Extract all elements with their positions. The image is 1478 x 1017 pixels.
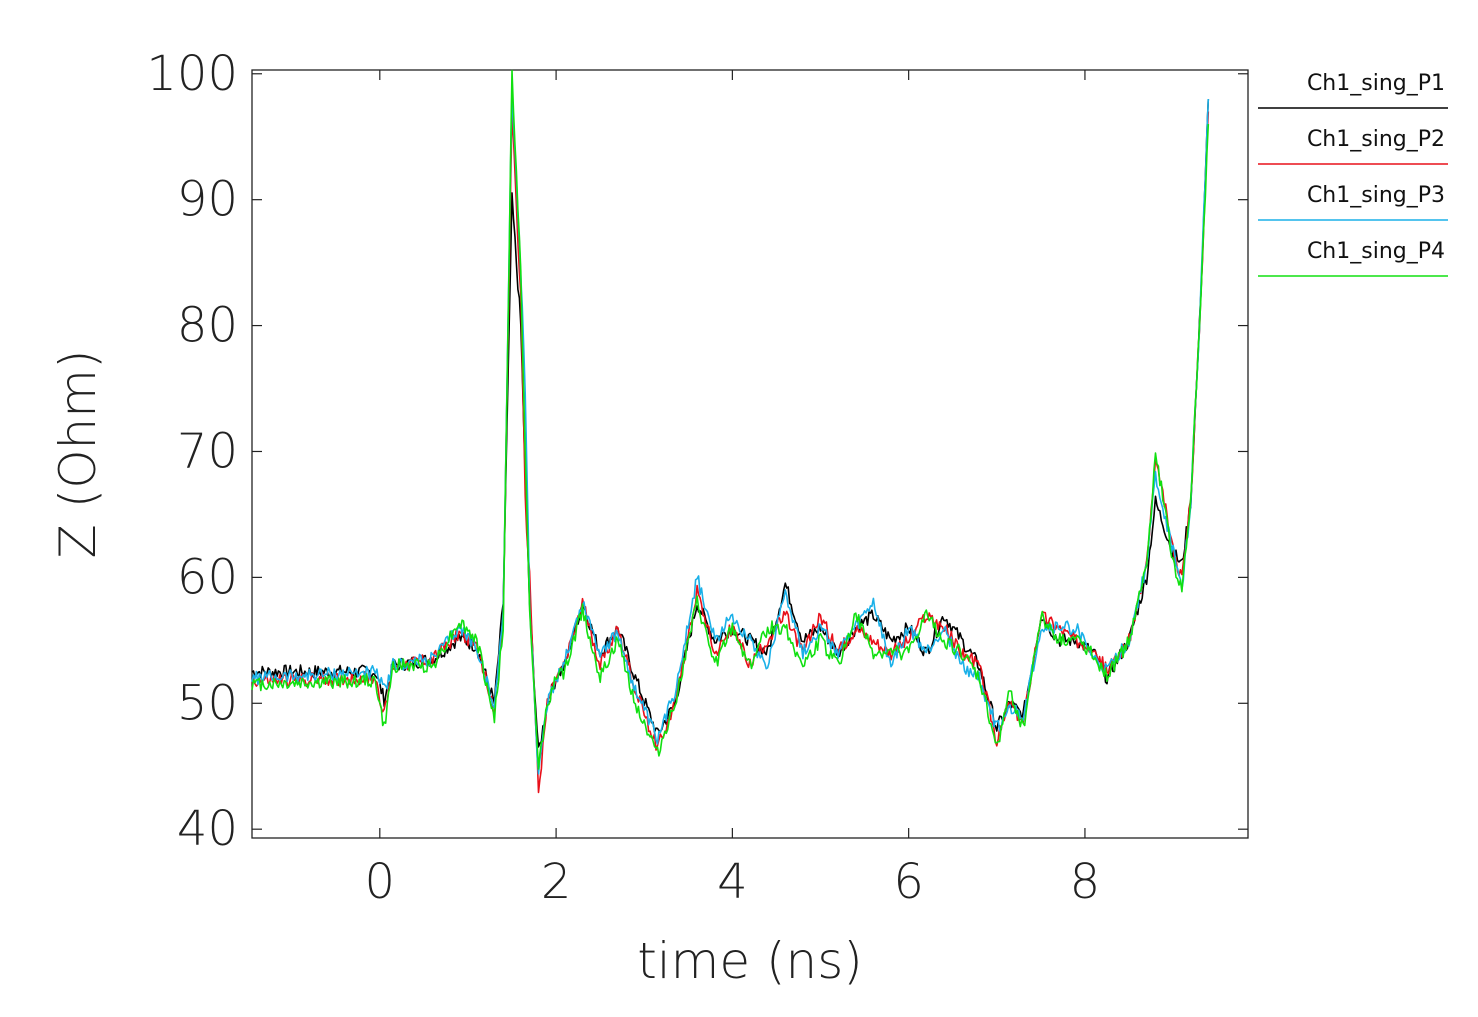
legend-label: Ch1_sing_P2 bbox=[1307, 127, 1445, 152]
plot-frame bbox=[251, 69, 1249, 839]
y-tick-label: 40 bbox=[177, 801, 238, 857]
x-axis-title: time (ns) bbox=[637, 932, 863, 990]
x-tick-label: 2 bbox=[541, 854, 572, 910]
y-axis-title: Z (Ohm) bbox=[49, 350, 107, 559]
y-tick-label: 90 bbox=[177, 172, 238, 228]
legend-label: Ch1_sing_P4 bbox=[1307, 239, 1445, 264]
x-tick-label: 8 bbox=[1070, 854, 1101, 910]
series-line-Ch1_sing_P2 bbox=[251, 111, 1210, 794]
x-tick-label: 6 bbox=[893, 854, 924, 910]
legend-label: Ch1_sing_P3 bbox=[1307, 183, 1445, 208]
series-lines bbox=[251, 69, 1210, 794]
y-tick-label: 60 bbox=[177, 549, 238, 605]
legend: Ch1_sing_P1 Ch1_sing_P2 Ch1_sing_P3 Ch1_sin… bbox=[1258, 71, 1448, 277]
series-line-Ch1_sing_P1 bbox=[251, 98, 1210, 748]
y-tick-label: 100 bbox=[146, 46, 238, 102]
y-tick-label: 80 bbox=[177, 298, 238, 354]
axis-ticks: 0 2 4 6 8 40 50 60 70 80 90 100 bbox=[146, 46, 1248, 910]
x-tick-label: 0 bbox=[365, 854, 396, 910]
series-line-Ch1_sing_P4 bbox=[251, 69, 1210, 770]
y-tick-label: 70 bbox=[177, 423, 238, 479]
legend-label: Ch1_sing_P1 bbox=[1307, 71, 1445, 96]
x-tick-label: 4 bbox=[717, 854, 748, 910]
y-tick-label: 50 bbox=[177, 675, 238, 731]
